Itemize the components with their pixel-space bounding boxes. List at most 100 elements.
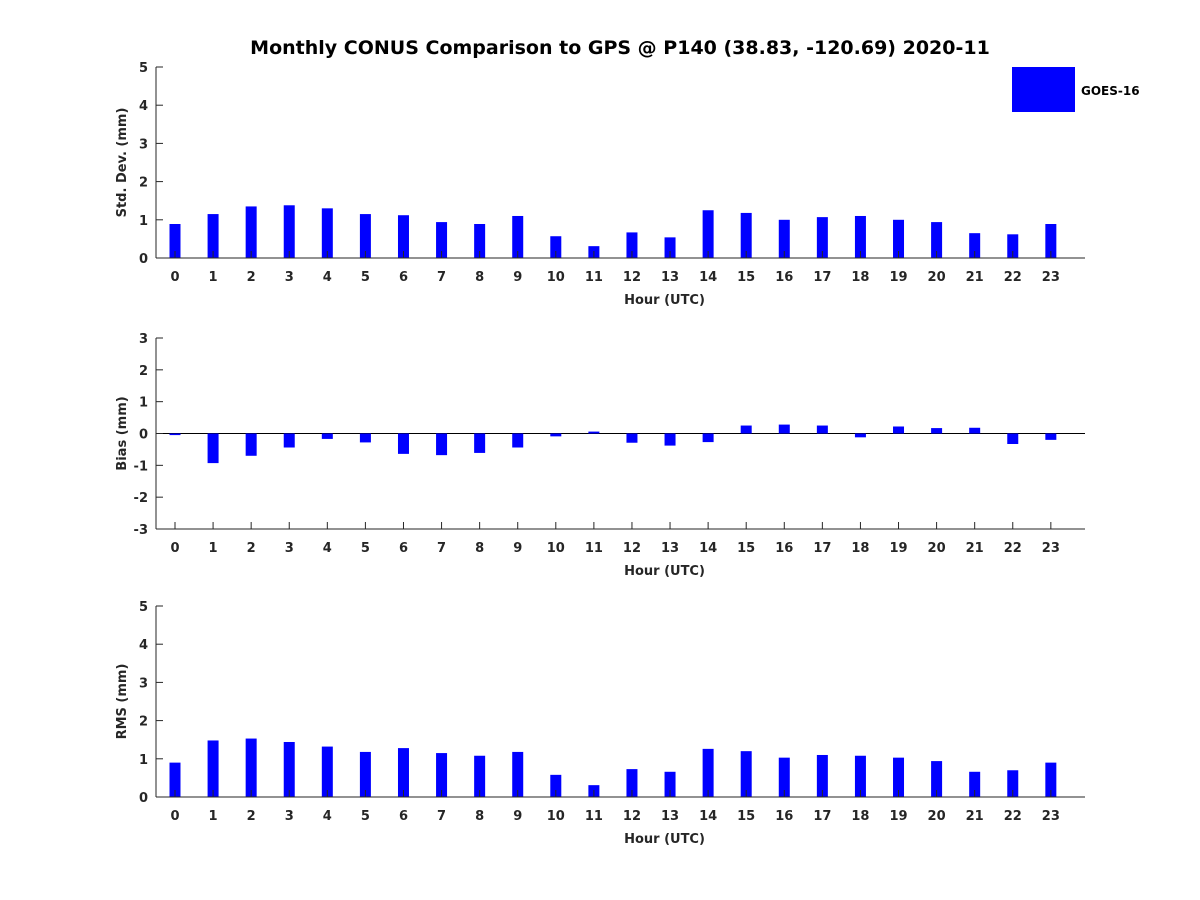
rms-x-tick-label: 7	[437, 809, 446, 824]
bias-bar	[626, 433, 638, 443]
std-dev-bar	[550, 236, 562, 258]
rms-bar	[664, 771, 676, 797]
rms-x-tick-label: 20	[928, 809, 946, 824]
bias-x-tick-label: 9	[513, 541, 522, 556]
std-dev-x-tick-label: 3	[285, 270, 294, 285]
std-dev-bar	[512, 215, 524, 258]
std-dev-x-tick-label: 13	[661, 270, 679, 285]
std-dev-bar	[321, 208, 333, 258]
bias-x-tick-label: 16	[775, 541, 793, 556]
bias-bar	[854, 433, 866, 438]
rms-bar	[893, 757, 905, 797]
bias-bar	[397, 433, 409, 454]
std-dev-x-tick-label: 21	[966, 270, 984, 285]
bias-bar	[740, 425, 752, 434]
rms-bar	[816, 754, 828, 797]
bias-y-tick-label: -1	[134, 459, 148, 474]
rms-x-tick-label: 6	[399, 809, 408, 824]
bias-y-axis-label: Bias (mm)	[115, 396, 130, 470]
bias-bar	[321, 433, 333, 439]
std-dev-bar	[1007, 234, 1019, 258]
std-dev-x-tick-label: 22	[1004, 270, 1022, 285]
rms-bar	[931, 761, 943, 797]
std-dev-bar	[283, 205, 295, 258]
rms-y-tick-label: 5	[139, 600, 148, 615]
std-dev-bar	[207, 214, 219, 258]
std-dev-bar	[169, 224, 181, 258]
bias-bar	[436, 433, 448, 456]
std-dev-y-tick-label: 4	[139, 99, 148, 114]
bias-x-tick-label: 2	[247, 541, 256, 556]
rms-x-tick-label: 17	[813, 809, 831, 824]
rms-x-tick-label: 21	[966, 809, 984, 824]
bias-y-tick-label: 3	[139, 332, 148, 347]
bias-bar	[359, 433, 371, 443]
std-dev-y-tick-label: 3	[139, 137, 148, 152]
bias-bar	[550, 433, 562, 437]
std-dev-bar	[397, 215, 409, 258]
std-dev-y-axis-label: Std. Dev. (mm)	[115, 108, 130, 218]
legend-label: GOES-16	[1081, 84, 1140, 98]
bias-bar	[245, 433, 257, 456]
bias-x-tick-label: 15	[737, 541, 755, 556]
std-dev-x-tick-label: 7	[437, 270, 446, 285]
rms-x-tick-label: 10	[547, 809, 565, 824]
std-dev-y-tick-label: 5	[139, 61, 148, 76]
std-dev-x-tick-label: 20	[928, 270, 946, 285]
std-dev-bar	[436, 222, 448, 258]
std-dev-bar	[854, 215, 866, 258]
std-dev-x-tick-label: 15	[737, 270, 755, 285]
std-dev-x-tick-label: 10	[547, 270, 565, 285]
std-dev-bar	[969, 233, 981, 258]
bias-bar	[512, 433, 524, 448]
std-dev-x-tick-label: 4	[323, 270, 332, 285]
rms-y-tick-label: 2	[139, 715, 148, 730]
std-dev-y-tick-label: 0	[139, 252, 148, 267]
bias-x-tick-label: 12	[623, 541, 641, 556]
rms-x-tick-label: 1	[209, 809, 218, 824]
std-dev-bar	[816, 217, 828, 258]
figure-title: Monthly CONUS Comparison to GPS @ P140 (…	[250, 37, 990, 59]
std-dev-x-tick-label: 12	[623, 270, 641, 285]
bias-x-tick-label: 1	[209, 541, 218, 556]
rms-x-tick-label: 19	[889, 809, 907, 824]
bias-x-tick-label: 13	[661, 541, 679, 556]
rms-bar	[436, 753, 448, 797]
bias-y-tick-label: -3	[134, 523, 148, 538]
rms-bar	[550, 774, 562, 797]
rms-x-tick-label: 15	[737, 809, 755, 824]
bias-x-tick-label: 20	[928, 541, 946, 556]
rms-x-tick-label: 0	[170, 809, 179, 824]
rms-x-tick-label: 2	[247, 809, 256, 824]
std-dev-bar	[931, 222, 943, 258]
bias-bar	[893, 426, 905, 434]
bias-bar	[1007, 433, 1019, 445]
bias-x-tick-label: 23	[1042, 541, 1060, 556]
bias-x-tick-label: 3	[285, 541, 294, 556]
std-dev-x-tick-label: 11	[585, 270, 603, 285]
rms-bar	[283, 741, 295, 797]
bias-x-tick-label: 10	[547, 541, 565, 556]
bias-bar	[778, 424, 790, 434]
bias-bar	[588, 431, 600, 434]
bias-x-tick-label: 11	[585, 541, 603, 556]
rms-x-tick-label: 8	[475, 809, 484, 824]
std-dev-bar	[778, 219, 790, 258]
std-dev-bar	[474, 224, 486, 258]
std-dev-bar	[664, 237, 676, 258]
std-dev-x-tick-label: 6	[399, 270, 408, 285]
rms-bar	[321, 746, 333, 797]
rms-bar	[245, 738, 257, 797]
rms-bar	[702, 748, 714, 797]
bias-y-tick-label: -2	[134, 491, 148, 506]
bias-bar	[283, 433, 295, 448]
legend-swatch	[1012, 67, 1075, 112]
std-dev-x-tick-label: 0	[170, 270, 179, 285]
std-dev-y-tick-label: 2	[139, 176, 148, 191]
rms-y-tick-label: 0	[139, 791, 148, 806]
bias-bar	[169, 433, 181, 436]
std-dev-x-tick-label: 14	[699, 270, 717, 285]
rms-bar	[1007, 770, 1019, 797]
